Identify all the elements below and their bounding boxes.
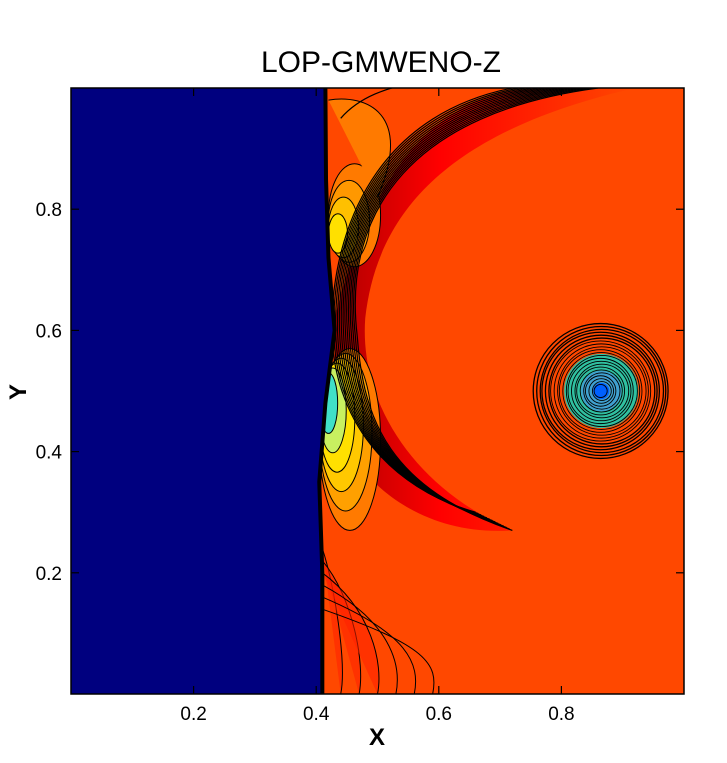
vortex-contour xyxy=(574,363,630,419)
x-tick-label: 0.2 xyxy=(180,704,206,725)
bow-wave-contour xyxy=(353,88,592,530)
vortex-contour xyxy=(576,366,626,416)
y-tick-label: 0.6 xyxy=(36,321,62,342)
x-tick-label: 0.8 xyxy=(548,704,574,725)
bow-wave-contour xyxy=(340,88,501,119)
vortex xyxy=(532,322,669,460)
vortex-contour xyxy=(562,352,641,430)
vortex-contour xyxy=(536,325,667,457)
upper-lobe xyxy=(327,213,348,254)
x-axis-label: X xyxy=(369,724,385,751)
bottom-lobe xyxy=(322,584,398,694)
vortex-contour xyxy=(567,357,634,425)
y-tick-label: 0.8 xyxy=(36,200,62,221)
vortex-contour xyxy=(553,343,649,439)
bow-wave-contour xyxy=(354,88,599,531)
vortex-contour xyxy=(593,384,608,398)
x-axis: 0.2 0.4 0.6 0.8 xyxy=(180,88,575,725)
y-axis-label: Y xyxy=(5,384,32,400)
vortex-contour xyxy=(544,334,658,448)
vortex-contour xyxy=(591,381,612,401)
shock-front xyxy=(317,88,337,694)
bow-wave-contour xyxy=(349,88,579,527)
vortex-contour xyxy=(583,372,621,410)
bow-wave-region xyxy=(334,88,635,531)
vortex-contour xyxy=(557,346,647,436)
bottom-lobe xyxy=(321,548,343,694)
vortex-contour xyxy=(565,355,638,427)
vortex-contour xyxy=(539,328,665,454)
chart-title: LOP-GMWENO-Z xyxy=(261,46,501,79)
vortex-contour xyxy=(579,369,623,413)
vortex-contour xyxy=(584,375,617,407)
bottom-lobes xyxy=(321,548,435,694)
x-tick-label: 0.4 xyxy=(303,704,330,725)
vortex-contour xyxy=(571,360,632,422)
y-tick-label: 0.2 xyxy=(36,564,62,585)
plot-area xyxy=(71,88,684,694)
bottom-lobe xyxy=(322,596,417,694)
vortex-contour xyxy=(558,349,643,433)
pre-shock-region xyxy=(71,88,335,694)
bow-wave-contour xyxy=(347,88,572,526)
vortex-contour xyxy=(588,378,615,404)
bow-wave-contour xyxy=(351,88,586,529)
vortex-contour xyxy=(550,340,652,442)
bow-wave-contour xyxy=(346,88,566,524)
vortex-contour xyxy=(548,337,656,445)
vortex-contour xyxy=(532,322,669,460)
vortex-contour xyxy=(541,331,661,451)
y-axis: 0.2 0.4 0.6 0.8 xyxy=(36,200,684,585)
plot-frame xyxy=(70,87,685,695)
bottom-lobe xyxy=(322,608,435,694)
x-tick-label: 0.6 xyxy=(426,704,452,725)
y-tick-label: 0.4 xyxy=(36,443,63,464)
